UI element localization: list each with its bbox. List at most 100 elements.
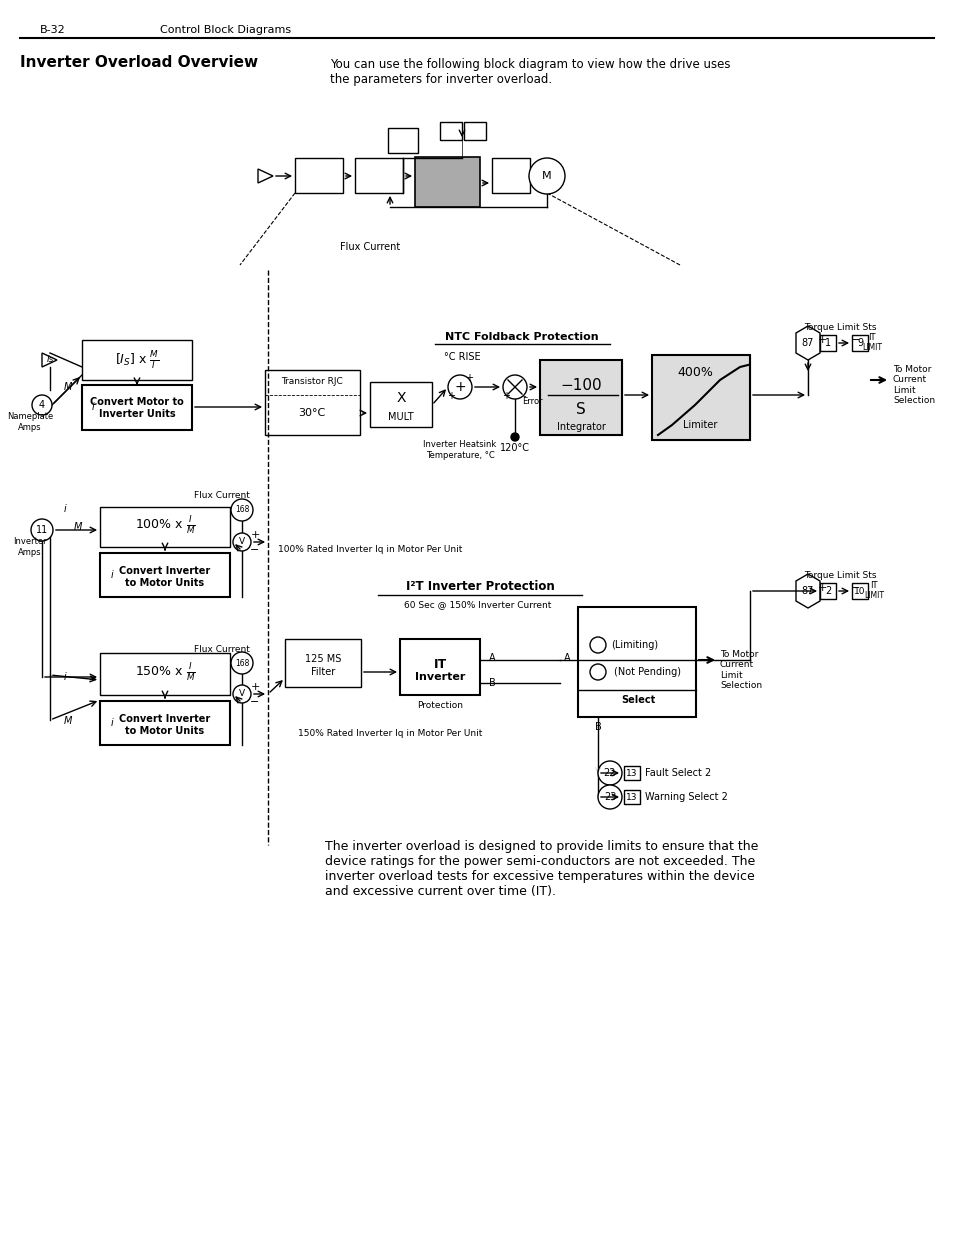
Circle shape <box>589 637 605 653</box>
Text: 30°C: 30°C <box>298 408 325 417</box>
FancyBboxPatch shape <box>294 158 343 193</box>
Text: NTC Foldback Protection: NTC Foldback Protection <box>445 332 598 342</box>
FancyBboxPatch shape <box>388 128 417 153</box>
Text: (Limiting): (Limiting) <box>611 640 658 650</box>
Text: Inverter Overload Overview: Inverter Overload Overview <box>20 56 258 70</box>
Text: IT: IT <box>869 582 877 590</box>
Text: 2: 2 <box>824 585 830 597</box>
FancyBboxPatch shape <box>82 340 192 380</box>
FancyBboxPatch shape <box>100 553 230 597</box>
Text: Flux Current: Flux Current <box>193 645 250 653</box>
Text: B-32: B-32 <box>40 25 66 35</box>
Text: Inverter Units: Inverter Units <box>98 409 175 419</box>
Text: +: + <box>447 391 455 401</box>
Text: Nameplate
Amps: Nameplate Amps <box>7 412 53 432</box>
Text: Convert Inverter: Convert Inverter <box>119 566 211 576</box>
Text: +: + <box>250 682 259 692</box>
Text: +: + <box>501 391 510 401</box>
Polygon shape <box>795 574 820 608</box>
Text: Warning Select 2: Warning Select 2 <box>644 792 727 802</box>
FancyBboxPatch shape <box>851 335 867 351</box>
Text: Control Block Diagrams: Control Block Diagrams <box>160 25 291 35</box>
Text: Torque Limit Sts: Torque Limit Sts <box>803 571 876 579</box>
Text: 87: 87 <box>801 585 813 597</box>
Circle shape <box>511 433 518 441</box>
FancyBboxPatch shape <box>82 385 192 430</box>
Text: −100: −100 <box>559 378 601 393</box>
Text: Limiter: Limiter <box>682 420 717 430</box>
Text: +: + <box>250 530 259 540</box>
Text: to Motor Units: to Motor Units <box>125 578 204 588</box>
Text: Flux Current: Flux Current <box>193 490 250 499</box>
Circle shape <box>233 534 251 551</box>
Text: 11: 11 <box>36 525 48 535</box>
FancyBboxPatch shape <box>265 370 359 435</box>
Text: Error: Error <box>521 398 541 406</box>
Text: +: + <box>817 583 826 593</box>
FancyBboxPatch shape <box>100 653 230 695</box>
Circle shape <box>589 664 605 680</box>
Text: 23: 23 <box>603 792 616 802</box>
Text: V: V <box>238 689 245 699</box>
Text: 100% Rated Inverter Iq in Motor Per Unit: 100% Rated Inverter Iq in Motor Per Unit <box>277 546 461 555</box>
FancyBboxPatch shape <box>623 790 639 804</box>
Polygon shape <box>42 353 57 367</box>
FancyBboxPatch shape <box>355 158 402 193</box>
Text: 22: 22 <box>603 768 616 778</box>
Text: Integrator: Integrator <box>556 422 605 432</box>
Text: B: B <box>488 678 495 688</box>
Text: 60 Sec @ 150% Inverter Current: 60 Sec @ 150% Inverter Current <box>404 600 551 610</box>
Text: i: i <box>111 571 113 580</box>
FancyBboxPatch shape <box>415 157 479 207</box>
Text: B: B <box>594 722 600 732</box>
FancyBboxPatch shape <box>370 382 432 427</box>
Text: M: M <box>64 382 72 391</box>
Circle shape <box>32 395 52 415</box>
Polygon shape <box>795 326 820 359</box>
Text: Is: Is <box>47 356 53 364</box>
Text: -: - <box>521 391 525 401</box>
Text: 4: 4 <box>39 400 45 410</box>
Text: Inverter: Inverter <box>415 672 465 682</box>
Circle shape <box>598 761 621 785</box>
Text: M: M <box>541 170 551 182</box>
Text: 100% x $\frac{I}{M}$: 100% x $\frac{I}{M}$ <box>134 514 195 536</box>
Text: LIMIT: LIMIT <box>863 590 883 599</box>
Text: 168: 168 <box>234 658 249 667</box>
FancyBboxPatch shape <box>463 122 485 140</box>
Text: 125 MS: 125 MS <box>305 655 341 664</box>
Text: M: M <box>64 716 72 726</box>
Circle shape <box>502 375 526 399</box>
Text: 168: 168 <box>234 505 249 515</box>
Text: IT: IT <box>867 333 875 342</box>
FancyBboxPatch shape <box>285 638 360 687</box>
FancyBboxPatch shape <box>399 638 479 695</box>
Circle shape <box>529 158 564 194</box>
FancyBboxPatch shape <box>100 508 230 547</box>
Circle shape <box>598 785 621 809</box>
Text: A: A <box>488 653 495 663</box>
Text: 150% Rated Inverter Iq in Motor Per Unit: 150% Rated Inverter Iq in Motor Per Unit <box>297 729 481 737</box>
Circle shape <box>233 685 251 703</box>
Text: i: i <box>64 504 67 514</box>
FancyBboxPatch shape <box>851 583 867 599</box>
Circle shape <box>448 375 472 399</box>
Text: −: − <box>850 583 860 593</box>
Text: 9: 9 <box>856 338 862 348</box>
Text: IT: IT <box>433 657 446 671</box>
Text: Convert Inverter: Convert Inverter <box>119 714 211 724</box>
FancyBboxPatch shape <box>623 766 639 781</box>
Text: A: A <box>563 653 570 663</box>
Text: (Not Pending): (Not Pending) <box>614 667 680 677</box>
Text: I²T Inverter Protection: I²T Inverter Protection <box>405 580 554 594</box>
Text: S: S <box>576 401 585 416</box>
FancyBboxPatch shape <box>820 335 835 351</box>
Text: 13: 13 <box>625 793 638 802</box>
Text: i: i <box>91 403 94 412</box>
FancyBboxPatch shape <box>578 606 696 718</box>
Text: Filter: Filter <box>311 667 335 677</box>
Text: −: − <box>250 545 259 555</box>
Text: Protection: Protection <box>416 700 462 709</box>
Text: To Motor
Current
Limit
Selection: To Motor Current Limit Selection <box>720 650 761 690</box>
Text: 400%: 400% <box>677 367 712 379</box>
